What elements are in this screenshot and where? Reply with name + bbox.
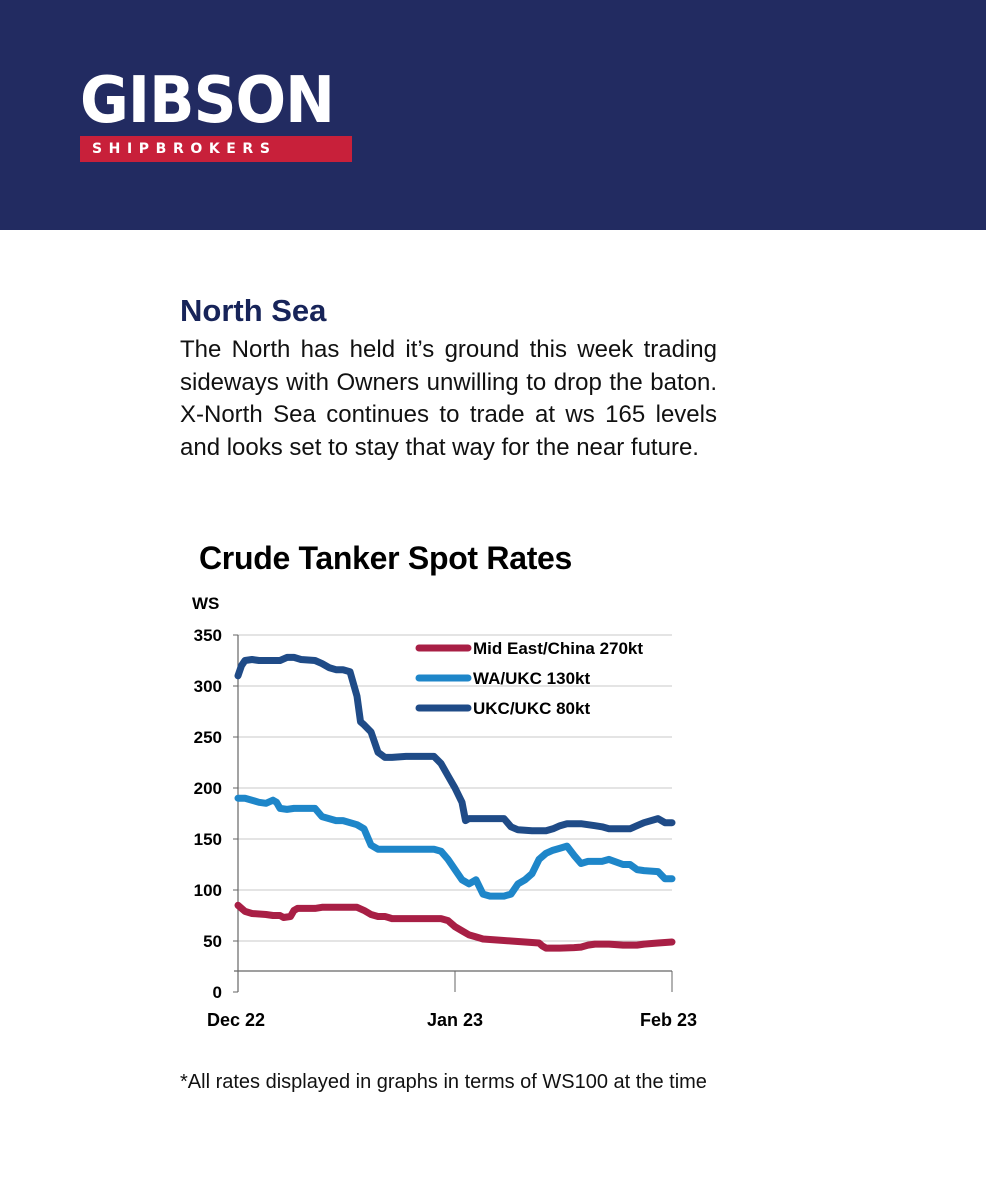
- y-axis-label: WS: [192, 594, 219, 613]
- section-body: The North has held it’s ground this week…: [180, 336, 717, 461]
- logo-tagline: SHIPBROKERS: [80, 136, 352, 162]
- series-line-3: [234, 653, 676, 835]
- y-tick-label: 300: [194, 677, 222, 696]
- y-tick-label: 150: [194, 830, 222, 849]
- y-tick-label: 250: [194, 728, 222, 747]
- y-tick-label: 50: [203, 932, 222, 951]
- x-tick-label: Jan 23: [427, 1010, 483, 1030]
- chart-title: Crude Tanker Spot Rates: [199, 540, 573, 576]
- y-tick-label: 100: [194, 881, 222, 900]
- spot-rates-chart: 0 50 100 150 200 250 300 350 WS Dec 22 Jan 23 Feb 2…: [192, 594, 697, 1030]
- series-line-2: [234, 794, 676, 900]
- gibson-logo: GIBSON SHIPBROKERS: [80, 64, 354, 162]
- legend-label: WA/UKC 130kt: [473, 669, 590, 688]
- legend-label: UKC/UKC 80kt: [473, 699, 590, 718]
- x-tick-label: Dec 22: [207, 1010, 265, 1030]
- y-tick-label: 200: [194, 779, 222, 798]
- series-line-1: [234, 901, 676, 952]
- legend-label: Mid East/China 270kt: [473, 639, 643, 658]
- y-tick-label: 350: [194, 626, 222, 645]
- header-banner: GIBSON SHIPBROKERS: [0, 0, 986, 230]
- x-tick-label: Feb 23: [640, 1010, 697, 1030]
- axes: 0 50 100 150 200 250 300 350 WS Dec 22 Jan 23 Feb 2…: [192, 594, 697, 1030]
- section-title: North Sea: [180, 293, 327, 328]
- legend: Mid East/China 270kt WA/UKC 130kt UKC/UKC …: [415, 639, 643, 718]
- y-tick-label: 0: [213, 983, 222, 1002]
- logo-wordmark: GIBSON: [80, 64, 335, 138]
- series-lines: [234, 653, 676, 952]
- footnote: *All rates displayed in graphs in terms …: [180, 1071, 707, 1093]
